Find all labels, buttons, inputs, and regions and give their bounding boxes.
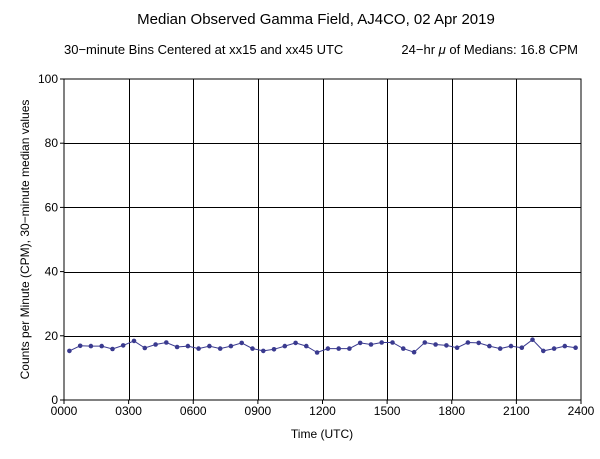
data-point	[196, 346, 201, 351]
data-point	[271, 347, 277, 352]
x-tick-label: 1200	[309, 404, 336, 418]
y-tick-label: 60	[45, 200, 59, 214]
data-point	[476, 340, 482, 346]
data-point	[508, 343, 514, 349]
data-point	[207, 343, 212, 349]
data-point	[185, 343, 191, 349]
data-point	[411, 349, 417, 355]
data-point	[433, 342, 438, 347]
data-point	[99, 343, 104, 349]
data-point	[368, 342, 374, 347]
grid-lines	[64, 79, 581, 400]
data-point	[454, 345, 460, 351]
data-point	[67, 348, 72, 354]
data-series	[67, 337, 578, 355]
data-point	[379, 340, 385, 345]
data-point	[164, 340, 169, 345]
y-tick-label: 20	[45, 329, 59, 343]
data-point	[153, 342, 158, 347]
y-tick-label: 80	[45, 136, 59, 150]
data-point	[530, 337, 535, 343]
data-point	[347, 346, 352, 351]
data-point	[142, 345, 148, 351]
chart-title: Median Observed Gamma Field, AJ4CO, 02 A…	[137, 11, 495, 28]
data-point	[110, 346, 115, 352]
data-point	[88, 343, 94, 349]
data-point	[250, 346, 255, 351]
data-point	[390, 340, 395, 345]
mu-symbol: μ	[438, 42, 446, 57]
data-point	[336, 346, 342, 351]
data-point	[401, 346, 406, 351]
data-point	[487, 343, 492, 349]
data-point	[465, 340, 471, 345]
chart-subtitle-mean: 24−hr μ of Medians: 16.8 CPM	[401, 42, 578, 57]
x-tick-label: 0900	[245, 404, 272, 418]
data-point	[422, 340, 428, 345]
data-point	[497, 346, 503, 351]
data-point	[293, 340, 298, 346]
x-tick-label: 1500	[374, 404, 401, 418]
data-point	[261, 348, 266, 354]
data-point	[131, 338, 137, 344]
data-point	[174, 344, 180, 350]
data-point	[551, 346, 557, 351]
y-tick-label: 40	[45, 265, 59, 279]
data-point	[217, 346, 223, 351]
data-point	[228, 343, 234, 349]
data-point	[314, 350, 320, 355]
data-point	[282, 343, 288, 349]
chart-subtitle-bins: 30−minute Bins Centered at xx15 and xx45…	[64, 42, 343, 57]
x-tick-label: 2400	[568, 404, 595, 418]
data-point	[562, 343, 568, 349]
data-point	[444, 343, 449, 348]
data-point	[357, 340, 363, 346]
x-tick-label: 0300	[115, 404, 142, 418]
x-axis-label: Time (UTC)	[291, 427, 353, 441]
data-point	[573, 345, 578, 351]
axis-ticks: 0000 0300 0600 0900 1200 1500 1800 2100 2400 0 20 4…	[38, 72, 595, 418]
data-point	[325, 346, 331, 351]
data-point	[239, 340, 244, 346]
y-axis-label: Counts per Minute (CPM), 30−minute media…	[18, 100, 32, 380]
mean-suffix: of Medians: 16.8 CPM	[446, 42, 578, 57]
plot-area	[64, 79, 581, 400]
x-tick-label: 0600	[180, 404, 207, 418]
x-tick-label: 0000	[51, 404, 78, 418]
mean-prefix: 24−hr	[401, 42, 438, 57]
data-point	[120, 343, 126, 348]
y-tick-label: 100	[38, 72, 58, 86]
x-tick-label: 1800	[438, 404, 465, 418]
data-point	[304, 343, 309, 349]
data-point	[519, 345, 525, 351]
x-tick-label: 2100	[503, 404, 530, 418]
y-tick-label: 0	[51, 393, 58, 407]
data-point	[541, 348, 546, 354]
data-point	[77, 343, 83, 349]
